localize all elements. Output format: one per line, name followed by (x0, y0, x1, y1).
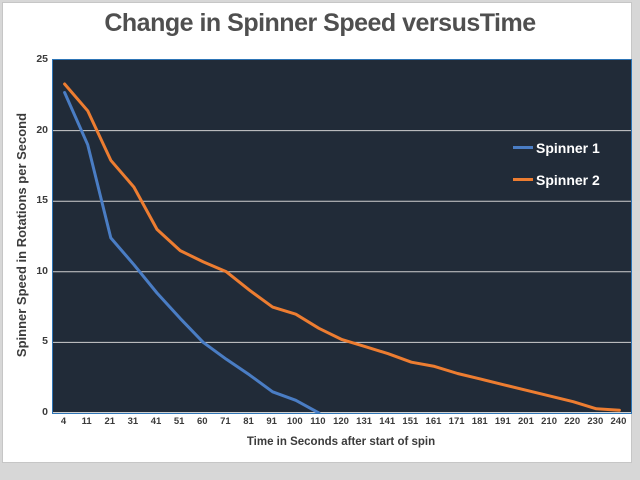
x-tick-label-131: 131 (356, 416, 373, 427)
legend-item-2: Spinner 2 (513, 171, 600, 188)
x-tick-label-100: 100 (286, 416, 303, 427)
x-tick-label-11: 11 (81, 416, 92, 427)
x-tick-label-4: 4 (60, 416, 67, 427)
x-tick-label-91: 91 (266, 416, 277, 427)
x-axis-title: Time in Seconds after start of spin (246, 436, 436, 448)
x-tick-label-51: 51 (173, 416, 185, 427)
series-line-2 (63, 82, 621, 412)
x-tick-label-220: 220 (564, 416, 581, 427)
x-tick-label-230: 230 (587, 416, 604, 427)
x-tick-label-201: 201 (518, 416, 534, 427)
series-line-1 (63, 91, 321, 413)
y-axis-title: Spinner Speed in Rotations per Second (14, 112, 29, 358)
x-tick-label-21: 21 (104, 416, 116, 427)
legend-label: Spinner 1 (536, 139, 600, 156)
x-tick-label-161: 161 (425, 416, 442, 427)
x-tick-label-41: 41 (150, 416, 162, 427)
legend: Spinner 1 Spinner 2 (513, 139, 600, 188)
y-tick-label-20: 20 (36, 123, 48, 136)
legend-swatch-icon (513, 178, 533, 181)
x-tick-label-210: 210 (541, 416, 557, 427)
x-tick-label-110: 110 (310, 416, 326, 427)
x-tick-label-181: 181 (471, 416, 488, 427)
x-tick-label-240: 240 (610, 416, 627, 427)
y-tick-label-0: 0 (42, 406, 48, 418)
chart-canvas (53, 82, 631, 413)
y-tick-label-5: 5 (42, 335, 48, 348)
x-tick-label-171: 171 (448, 416, 465, 427)
x-tick-label-60: 60 (196, 416, 208, 427)
legend-item-1: Spinner 1 (513, 139, 600, 156)
legend-label: Spinner 2 (536, 171, 600, 188)
x-tick-label-120: 120 (333, 416, 349, 427)
x-tick-label-31: 31 (127, 416, 139, 427)
y-tick-label-15: 15 (36, 194, 48, 207)
x-tick-label-151: 151 (402, 416, 419, 427)
x-tick-label-141: 141 (379, 416, 396, 427)
legend-swatch-icon (513, 146, 533, 149)
plot-area: Spinner 1 Spinner 2 (52, 59, 632, 414)
x-tick-label-81: 81 (243, 416, 254, 427)
x-tick-label-71: 71 (220, 416, 231, 427)
chart-title: Change in Spinner Speed versusTime (104, 9, 536, 37)
x-tick-label-191: 191 (494, 416, 511, 427)
y-tick-label-25: 25 (36, 53, 48, 65)
y-tick-label-10: 10 (36, 264, 48, 277)
